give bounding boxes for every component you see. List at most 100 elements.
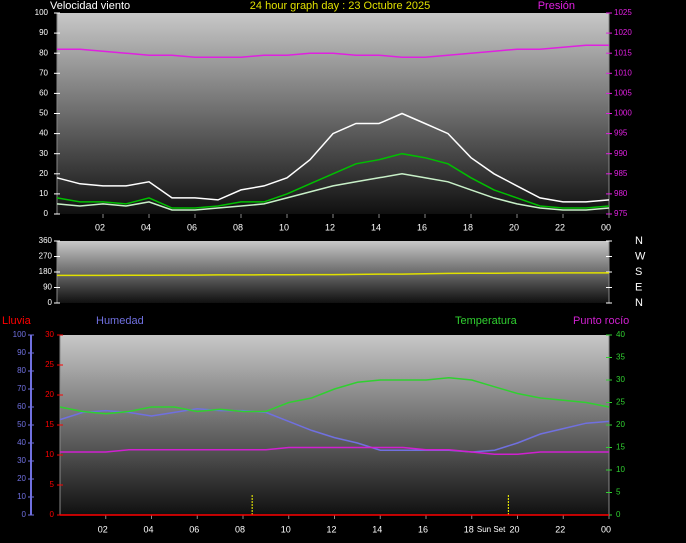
y-tick-label: 80 bbox=[39, 48, 48, 57]
y-tick-label: 0 bbox=[22, 510, 27, 519]
y-tick-label: 360 bbox=[39, 236, 53, 245]
x-tick-label: 22 bbox=[555, 222, 565, 232]
y-tick-label: S bbox=[635, 266, 642, 278]
y-tick-label: 30 bbox=[17, 456, 26, 465]
y-tick-label: 30 bbox=[45, 330, 54, 339]
y-tick-label: 90 bbox=[39, 28, 48, 37]
legend-entry: Punto rocío bbox=[573, 315, 629, 327]
y-tick-label: 25 bbox=[616, 398, 625, 407]
y-tick-label: 1020 bbox=[614, 28, 632, 37]
y-tick-label: 30 bbox=[39, 149, 48, 158]
series-line bbox=[56, 152, 610, 209]
y-tick-label: 20 bbox=[45, 390, 54, 399]
y-tick-label: 15 bbox=[45, 420, 54, 429]
series-line bbox=[56, 112, 610, 203]
y-tick-label: 15 bbox=[616, 443, 625, 452]
x-tick-label: 20 bbox=[509, 524, 519, 534]
series-line bbox=[56, 173, 610, 211]
y-tick-label: 100 bbox=[35, 8, 49, 17]
y-tick-label: 1000 bbox=[614, 109, 632, 118]
y-tick-label: 20 bbox=[616, 420, 625, 429]
y-tick-label: 985 bbox=[614, 169, 628, 178]
x-tick-label: 18 bbox=[463, 222, 473, 232]
y-tick-label: 990 bbox=[614, 149, 628, 158]
x-tick-label: 14 bbox=[372, 524, 382, 534]
series-line bbox=[60, 446, 609, 456]
y-tick-label: 60 bbox=[17, 402, 26, 411]
y-tick-label: 975 bbox=[614, 209, 628, 218]
y-tick-label: 1025 bbox=[614, 8, 632, 17]
series-line bbox=[59, 408, 610, 453]
y-tick-label: 180 bbox=[39, 267, 53, 276]
y-tick-label: 10 bbox=[17, 492, 26, 501]
x-tick-label: 22 bbox=[555, 524, 565, 534]
x-tick-label: 16 bbox=[418, 524, 428, 534]
chart-title: 24 hour graph day : 23 Octubre 2025 bbox=[250, 0, 430, 12]
y-tick-label: 0 bbox=[616, 510, 621, 519]
y-tick-label: 40 bbox=[17, 438, 26, 447]
wind-label: Velocidad viento bbox=[50, 0, 130, 12]
x-tick-label: 00 bbox=[601, 222, 611, 232]
x-tick-label: 04 bbox=[143, 524, 153, 534]
plot-area bbox=[57, 241, 609, 303]
legend-entry: Humedad bbox=[96, 315, 144, 327]
x-tick-label: 08 bbox=[235, 524, 245, 534]
x-tick-label: 14 bbox=[371, 222, 381, 232]
series-line bbox=[57, 44, 609, 58]
y-tick-label: 1010 bbox=[614, 68, 632, 77]
y-tick-label: 40 bbox=[39, 129, 48, 138]
y-tick-label: 50 bbox=[17, 420, 26, 429]
x-tick-label: 18 bbox=[464, 524, 474, 534]
y-tick-label: 25 bbox=[45, 360, 54, 369]
x-tick-label: 04 bbox=[141, 222, 151, 232]
y-tick-label: 35 bbox=[616, 353, 625, 362]
y-tick-label: 10 bbox=[616, 465, 625, 474]
annotation: Sun Set bbox=[477, 525, 506, 534]
y-tick-label: E bbox=[635, 281, 642, 293]
plot-area bbox=[57, 13, 609, 214]
y-tick-label: 10 bbox=[39, 189, 48, 198]
y-tick-label: 0 bbox=[50, 510, 55, 519]
x-tick-label: 10 bbox=[279, 222, 289, 232]
y-tick-label: 20 bbox=[17, 474, 26, 483]
y-tick-label: 60 bbox=[39, 89, 48, 98]
y-tick-label: N bbox=[635, 235, 643, 247]
y-tick-label: 90 bbox=[43, 283, 52, 292]
y-tick-label: 0 bbox=[44, 209, 49, 218]
y-tick-label: W bbox=[635, 250, 646, 262]
y-tick-label: 70 bbox=[17, 384, 26, 393]
legend-entry: Lluvia bbox=[2, 315, 32, 327]
y-tick-label: 70 bbox=[39, 68, 48, 77]
plot-area bbox=[60, 335, 609, 515]
series-line bbox=[59, 377, 610, 415]
x-tick-label: 20 bbox=[509, 222, 519, 232]
y-tick-label: 40 bbox=[616, 330, 625, 339]
x-tick-label: 06 bbox=[187, 222, 197, 232]
y-tick-label: 1005 bbox=[614, 89, 632, 98]
y-tick-label: 50 bbox=[39, 109, 48, 118]
x-tick-label: 10 bbox=[281, 524, 291, 534]
y-tick-label: 90 bbox=[17, 348, 26, 357]
y-tick-label: 100 bbox=[13, 330, 27, 339]
y-tick-label: 80 bbox=[17, 366, 26, 375]
y-tick-label: 270 bbox=[39, 252, 53, 261]
x-tick-label: 16 bbox=[417, 222, 427, 232]
y-tick-label: 0 bbox=[48, 298, 53, 307]
x-tick-label: 08 bbox=[233, 222, 243, 232]
y-tick-label: 1015 bbox=[614, 48, 632, 57]
legend-entry: Temperatura bbox=[455, 315, 518, 327]
y-tick-label: 980 bbox=[614, 189, 628, 198]
y-tick-label: 5 bbox=[50, 480, 55, 489]
x-tick-label: 00 bbox=[601, 524, 611, 534]
y-tick-label: 5 bbox=[616, 488, 621, 497]
x-tick-label: 02 bbox=[95, 222, 105, 232]
series-line bbox=[57, 272, 609, 277]
y-tick-label: 30 bbox=[616, 375, 625, 384]
x-tick-label: 06 bbox=[189, 524, 199, 534]
x-tick-label: 12 bbox=[326, 524, 336, 534]
x-tick-label: 02 bbox=[98, 524, 108, 534]
pressure-label: Presión bbox=[538, 0, 575, 12]
y-tick-label: 20 bbox=[39, 169, 48, 178]
